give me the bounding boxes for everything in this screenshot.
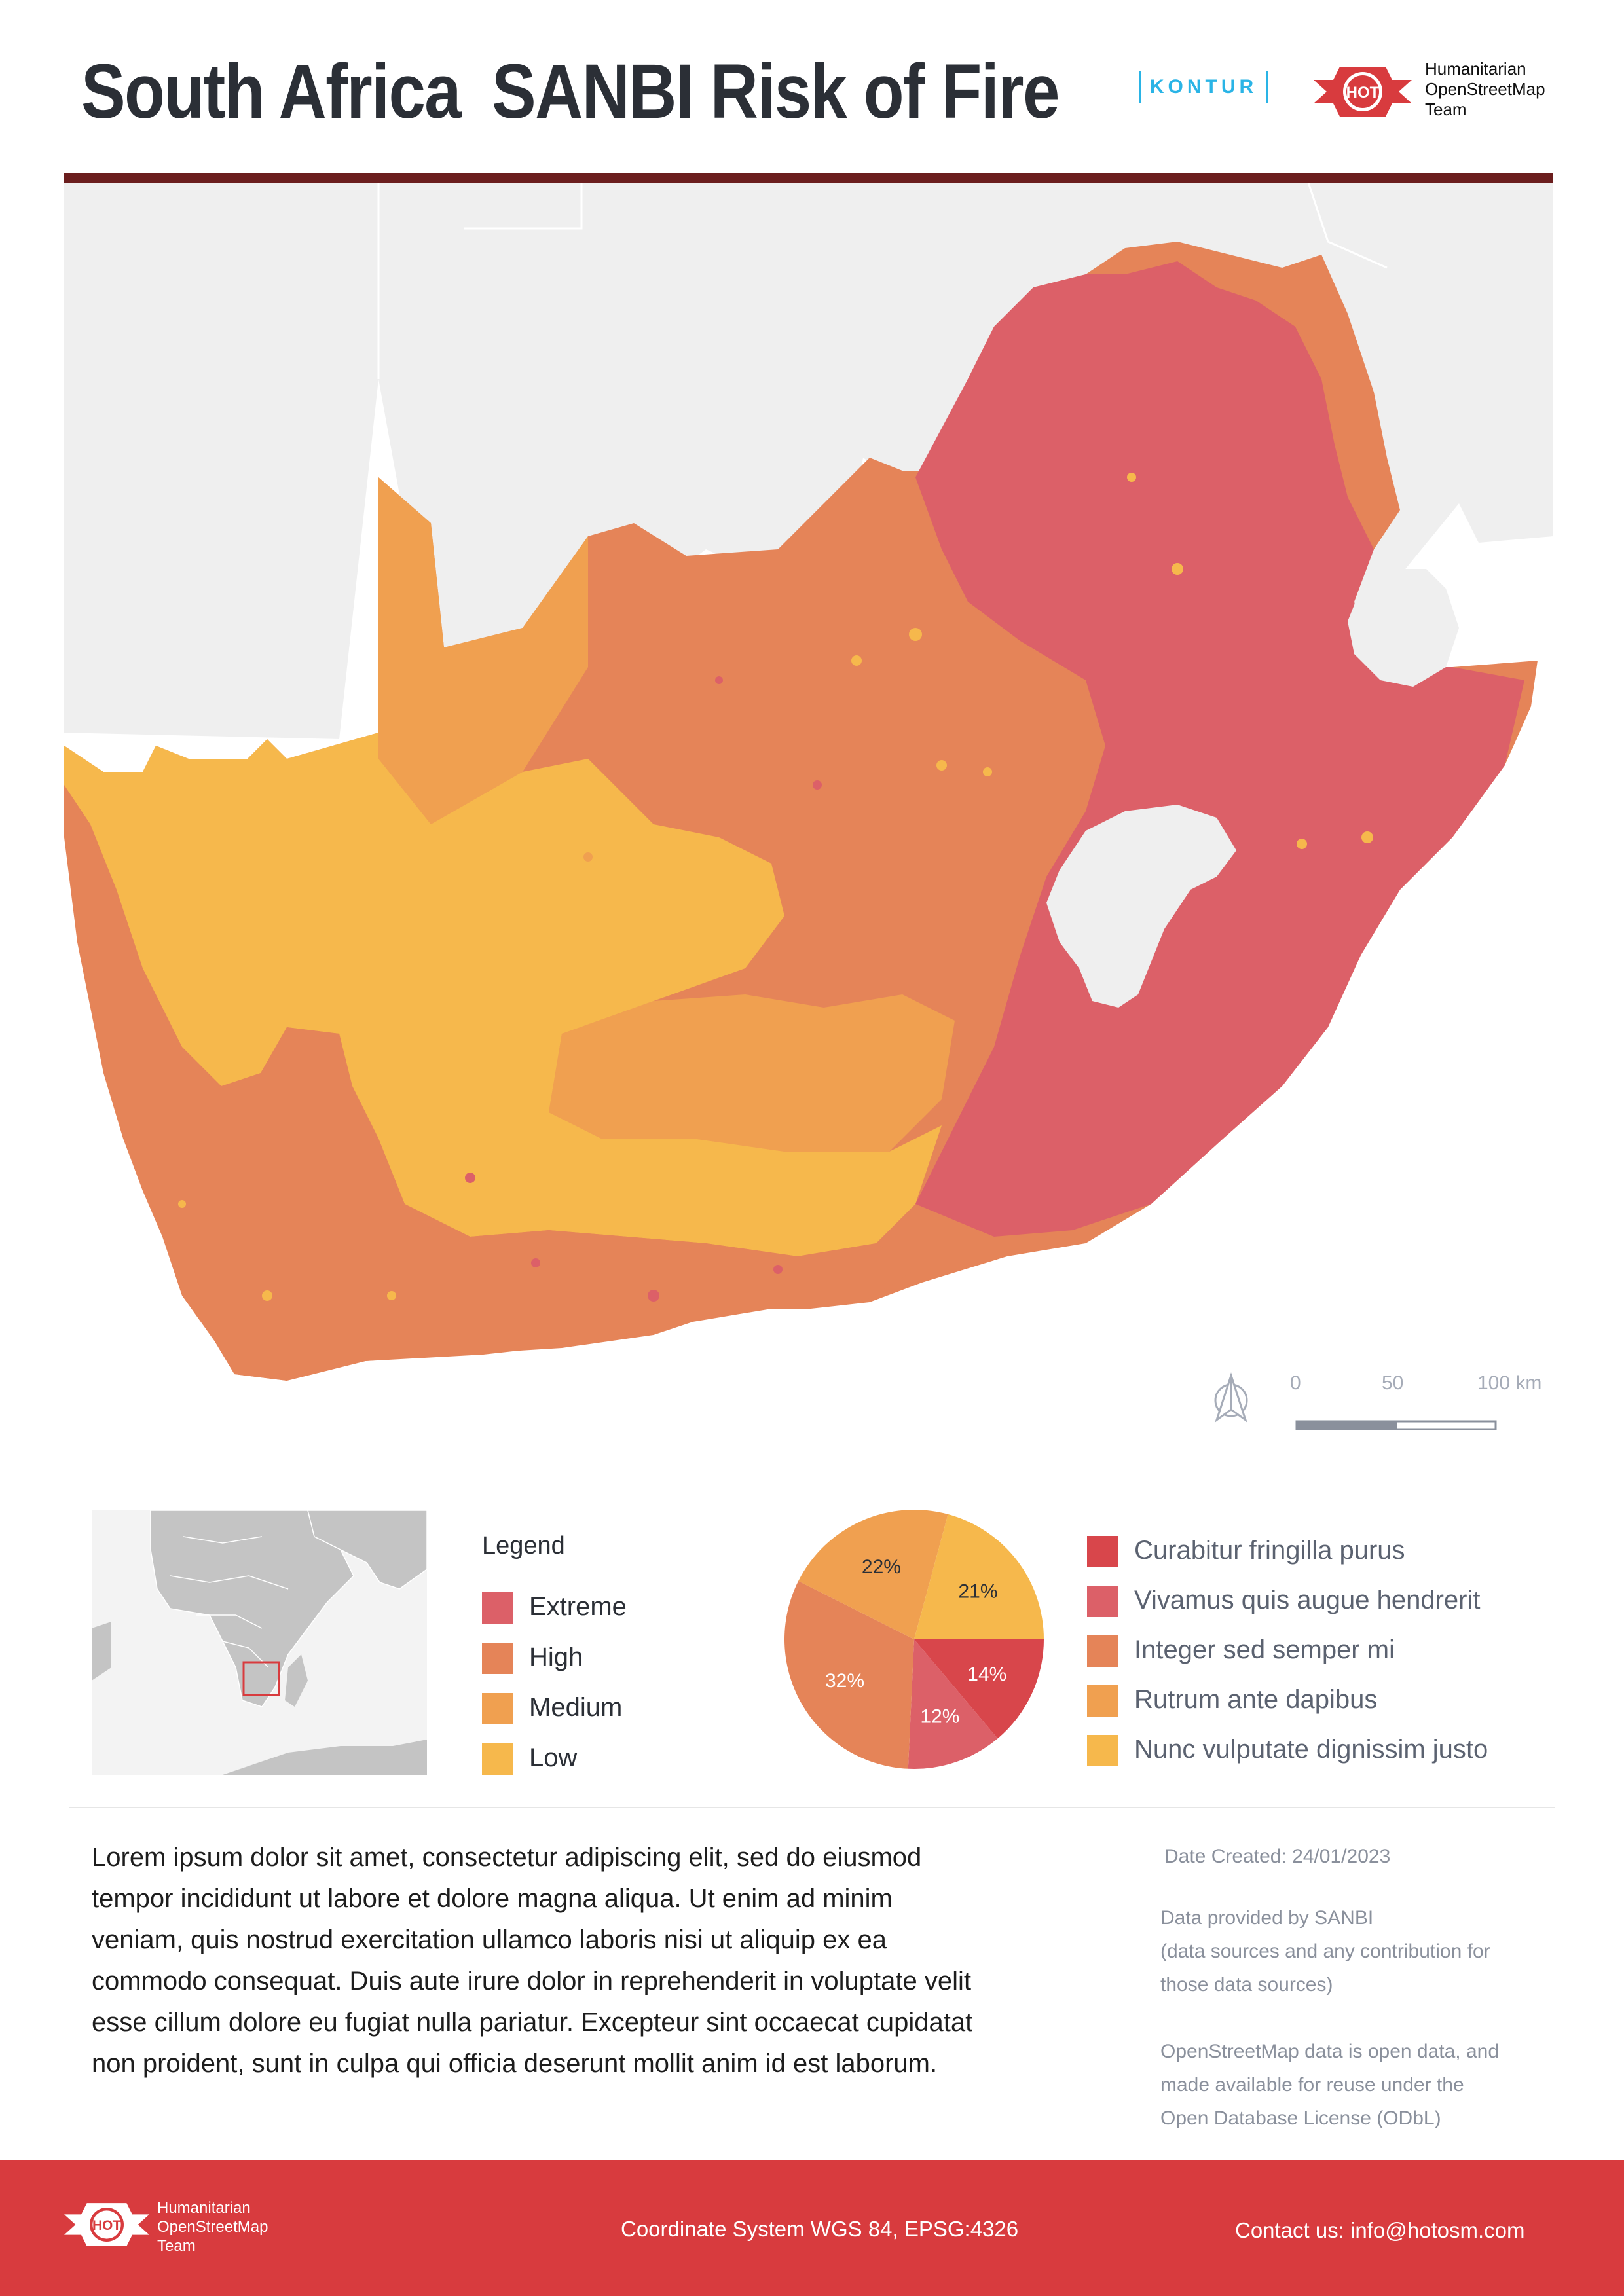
- osm-license-line: OpenStreetMap data is open data, and: [1160, 2041, 1500, 2062]
- legend-label: Medium: [529, 1693, 623, 1722]
- hot-name: Humanitarian OpenStreetMap Team: [1425, 59, 1545, 120]
- hot-name-line3: Team: [1425, 100, 1467, 119]
- legend-label: Extreme: [529, 1592, 627, 1621]
- footer-hot-logo: HOT: [64, 2197, 149, 2252]
- pie-slice-1: [914, 1639, 1044, 1739]
- pie-legend-item-5: Nunc vulputate dignissim justo: [1087, 1735, 1488, 1767]
- description-text: Lorem ipsum dolor sit amet, consectetur …: [92, 1843, 973, 2078]
- svg-text:HOT: HOT: [1346, 84, 1380, 101]
- legend-swatch-low: [482, 1743, 513, 1776]
- pie-slice-3: [784, 1580, 914, 1769]
- extreme-risk-region: [915, 261, 1524, 1237]
- pie-slice-4: [798, 1510, 948, 1639]
- pie-legend-swatch: [1087, 1735, 1118, 1767]
- medium-risk-northwest: [378, 477, 588, 824]
- pie-slice-2: [908, 1639, 998, 1769]
- legend-item-high: High: [482, 1643, 583, 1675]
- scale-label-100: 100 km: [1477, 1372, 1542, 1394]
- data-provider-line: those data sources): [1160, 1974, 1333, 1995]
- legend-swatch-medium: [482, 1693, 513, 1725]
- map-canvas: [64, 182, 1553, 1440]
- pie-slice-label-4: 22%: [862, 1556, 901, 1578]
- contact-email[interactable]: Contact us: info@hotosm.com: [1235, 2218, 1525, 2242]
- hot-logo: HOT: [1314, 60, 1412, 123]
- legend-item-medium: Medium: [482, 1693, 623, 1725]
- legend-item-low: Low: [482, 1743, 578, 1776]
- hot-name-line2: OpenStreetMap: [1425, 79, 1545, 99]
- pie-legend-label: Curabitur fringilla purus: [1134, 1536, 1405, 1565]
- pie-legend-swatch: [1087, 1635, 1118, 1667]
- page-title: South Africa SANBI Risk of Fire: [81, 47, 1060, 136]
- high-risk-southwest-band: [195, 1027, 915, 1381]
- pie-slice-label-3: 32%: [825, 1670, 864, 1692]
- pie-legend-item-2: Vivamus quis augue hendrerit: [1087, 1586, 1481, 1618]
- coordinate-system: Coordinate System WGS 84, EPSG:4326: [621, 2217, 1019, 2241]
- pie-chart: 14% 12% 32% 22% 21%: [783, 1508, 1045, 1770]
- legend-label: Low: [529, 1743, 578, 1772]
- legend-title: Legend: [482, 1532, 565, 1559]
- footer-hot-name-line: Team: [157, 2237, 196, 2255]
- pie-slice-label-1: 14%: [967, 1664, 1006, 1685]
- title-country: South Africa: [81, 48, 462, 135]
- hot-logo-icon: HOT: [1314, 67, 1412, 117]
- eswatini-enclave: [1348, 569, 1459, 687]
- pie-legend-label: Nunc vulputate dignissim justo: [1134, 1735, 1488, 1764]
- low-risk-region: [64, 733, 942, 1256]
- pie-legend-label: Rutrum ante dapibus: [1134, 1685, 1378, 1714]
- legend-swatch-high: [482, 1643, 513, 1675]
- legend-swatch-extreme: [482, 1592, 513, 1624]
- data-provider-line: (data sources and any contribution for: [1160, 1941, 1490, 1962]
- osm-license-line: Open Database License (ODbL): [1160, 2107, 1441, 2129]
- legend-label: High: [529, 1643, 583, 1671]
- footer-hot-name: Humanitarian OpenStreetMap Team: [157, 2198, 268, 2255]
- footer: HOT Humanitarian OpenStreetMap Team Coor…: [0, 2160, 1624, 2296]
- pie-chart-svg: 14% 12% 32% 22% 21%: [784, 1510, 1044, 1769]
- hot-name-line1: Humanitarian: [1425, 59, 1526, 79]
- svg-text:HOT: HOT: [92, 2218, 121, 2233]
- inset-highlight-box: [242, 1661, 280, 1696]
- pie-legend-label: Integer sed semper mi: [1134, 1635, 1395, 1664]
- header-rule: [64, 173, 1553, 183]
- footer-hot-name-line: OpenStreetMap: [157, 2218, 268, 2236]
- kontur-logo: KONTUR: [1139, 71, 1268, 103]
- pie-slice-5: [914, 1514, 1044, 1639]
- lesotho-enclave: [1046, 805, 1236, 1008]
- inset-map-canvas: [92, 1510, 428, 1775]
- medium-risk-south-central: [549, 994, 955, 1152]
- inset-locator-map: [92, 1510, 428, 1775]
- pie-legend-item-3: Integer sed semper mi: [1087, 1635, 1395, 1667]
- pie-legend-item-4: Rutrum ante dapibus: [1087, 1685, 1377, 1717]
- data-provider: Data provided by SANBI (data sources and…: [1160, 1901, 1490, 2001]
- border-lines: [377, 182, 1388, 379]
- legend-item-extreme: Extreme: [482, 1592, 627, 1624]
- footer-hot-logo-icon: HOT: [64, 2203, 149, 2246]
- osm-license: OpenStreetMap data is open data, and mad…: [1160, 2035, 1499, 2135]
- footer-hot-name-line: Humanitarian: [157, 2199, 251, 2217]
- osm-license-line: made available for reuse under the: [1160, 2074, 1464, 2096]
- pie-legend-swatch: [1087, 1536, 1118, 1568]
- risk-speckles: [178, 473, 1373, 1302]
- scale-label-50: 50: [1382, 1372, 1404, 1394]
- pie-legend-item-1: Curabitur fringilla purus: [1087, 1536, 1405, 1568]
- fire-risk-map[interactable]: [64, 182, 1553, 1440]
- pie-slice-label-2: 12%: [920, 1705, 959, 1727]
- scale-bar: [1295, 1420, 1497, 1430]
- pie-legend-swatch: [1087, 1586, 1118, 1618]
- data-provider-line: Data provided by SANBI: [1160, 1907, 1374, 1929]
- date-created: Date Created: 24/01/2023: [1164, 1846, 1391, 1867]
- scale-label-0: 0: [1290, 1372, 1301, 1394]
- pie-legend-label: Vivamus quis augue hendrerit: [1134, 1586, 1481, 1614]
- pie-legend-swatch: [1087, 1685, 1118, 1717]
- section-divider: [69, 1807, 1555, 1808]
- pie-slice-label-5: 21%: [958, 1580, 997, 1602]
- north-arrow-icon: [1214, 1372, 1248, 1423]
- title-topic: SANBI Risk of Fire: [492, 48, 1060, 135]
